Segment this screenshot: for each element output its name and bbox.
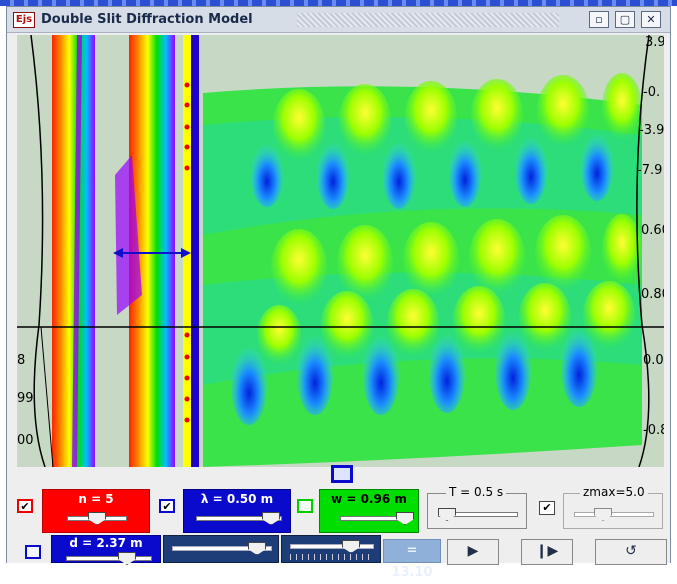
w-panel: w = 0.96 m	[319, 489, 419, 533]
d-checkbox[interactable]	[25, 545, 41, 559]
n-slider-knob[interactable]	[88, 512, 106, 525]
d-slider-track[interactable]	[66, 556, 152, 561]
d-panel: d = 2.37 m	[51, 535, 161, 565]
step-icon: ❙▶	[535, 543, 559, 559]
right-axis-label: 3.9	[645, 35, 664, 50]
time-slider-track[interactable]	[172, 546, 272, 551]
play-button[interactable]: ▶	[447, 539, 499, 565]
scale-slider-track[interactable]	[290, 544, 374, 549]
w-checkbox[interactable]	[297, 499, 313, 513]
n-panel: n = 5	[42, 489, 150, 533]
simulation-window: Ejs Double Slit Diffraction Model ▫ ▢ ✕	[6, 6, 671, 580]
period-slider-knob[interactable]	[438, 508, 456, 521]
n-label: n = 5	[78, 492, 114, 506]
scale-ticks	[290, 554, 374, 560]
zmax-slider-track[interactable]	[574, 512, 654, 517]
lambda-checkbox[interactable]: ✔	[159, 499, 175, 513]
step-button[interactable]: ❙▶	[521, 539, 573, 565]
zmax-panel: zmax=5.0	[563, 485, 663, 529]
scale-slider-panel	[281, 535, 381, 563]
d-label: d = 2.37 m	[69, 536, 143, 550]
play-icon: ▶	[467, 543, 479, 559]
time-readout: = 13.10	[383, 539, 441, 580]
reset-icon: ↺	[625, 543, 637, 559]
show-wave-toggle[interactable]	[331, 465, 353, 483]
right-axis-label: -3.9	[639, 123, 664, 138]
minimize-icon[interactable]: ▫	[589, 11, 609, 28]
period-panel: T = 0.5 s	[427, 485, 527, 529]
zmax-checkbox[interactable]: ✔	[539, 501, 555, 515]
left-axis-label: 00	[17, 433, 34, 448]
w-slider-knob[interactable]	[396, 512, 414, 525]
right-axis-label: -0.	[643, 85, 661, 100]
window-title: Double Slit Diffraction Model	[41, 12, 253, 27]
lambda-slider-knob[interactable]	[262, 512, 280, 525]
zmax-label: zmax=5.0	[580, 485, 648, 499]
right-axis-label: 0.60	[641, 223, 664, 238]
lambda-label: λ = 0.50 m	[200, 492, 274, 506]
time-slider-knob[interactable]	[248, 542, 266, 555]
surface-graphic	[17, 35, 664, 467]
right-axis-label: 0.00	[643, 353, 664, 368]
n-checkbox[interactable]: ✔	[17, 499, 33, 513]
period-label: T = 0.5 s	[446, 485, 507, 499]
maximize-icon[interactable]: ▢	[615, 11, 635, 28]
title-bar-pattern	[297, 13, 559, 27]
left-axis-label: 99	[17, 391, 34, 406]
top-border-stripe	[0, 0, 677, 6]
diffraction-surface-plot[interactable]: 3.9 -0. -3.9 -7.9 0.60 0.80 0.00 -0.8 8 …	[17, 35, 664, 467]
ejs-app-icon: Ejs	[13, 12, 35, 28]
scale-slider-knob[interactable]	[342, 540, 360, 553]
right-axis-label: 0.80	[641, 287, 664, 302]
lambda-panel: λ = 0.50 m	[183, 489, 291, 533]
reset-button[interactable]: ↺	[595, 539, 667, 565]
zmax-slider-knob[interactable]	[594, 508, 612, 521]
right-axis-label: -7.9	[637, 163, 663, 178]
time-slider-panel	[163, 535, 279, 563]
close-icon[interactable]: ✕	[641, 11, 661, 28]
title-bar[interactable]: Ejs Double Slit Diffraction Model ▫ ▢ ✕	[7, 7, 670, 33]
d-slider-knob[interactable]	[118, 552, 136, 565]
w-label: w = 0.96 m	[331, 492, 407, 506]
control-panel: ✔ n = 5 ✔ λ = 0.50 m w = 0.96 m	[7, 465, 670, 580]
right-axis-label: -0.8	[643, 423, 664, 438]
lambda-slider-track[interactable]	[196, 516, 282, 521]
left-axis-label: 8	[17, 353, 26, 368]
